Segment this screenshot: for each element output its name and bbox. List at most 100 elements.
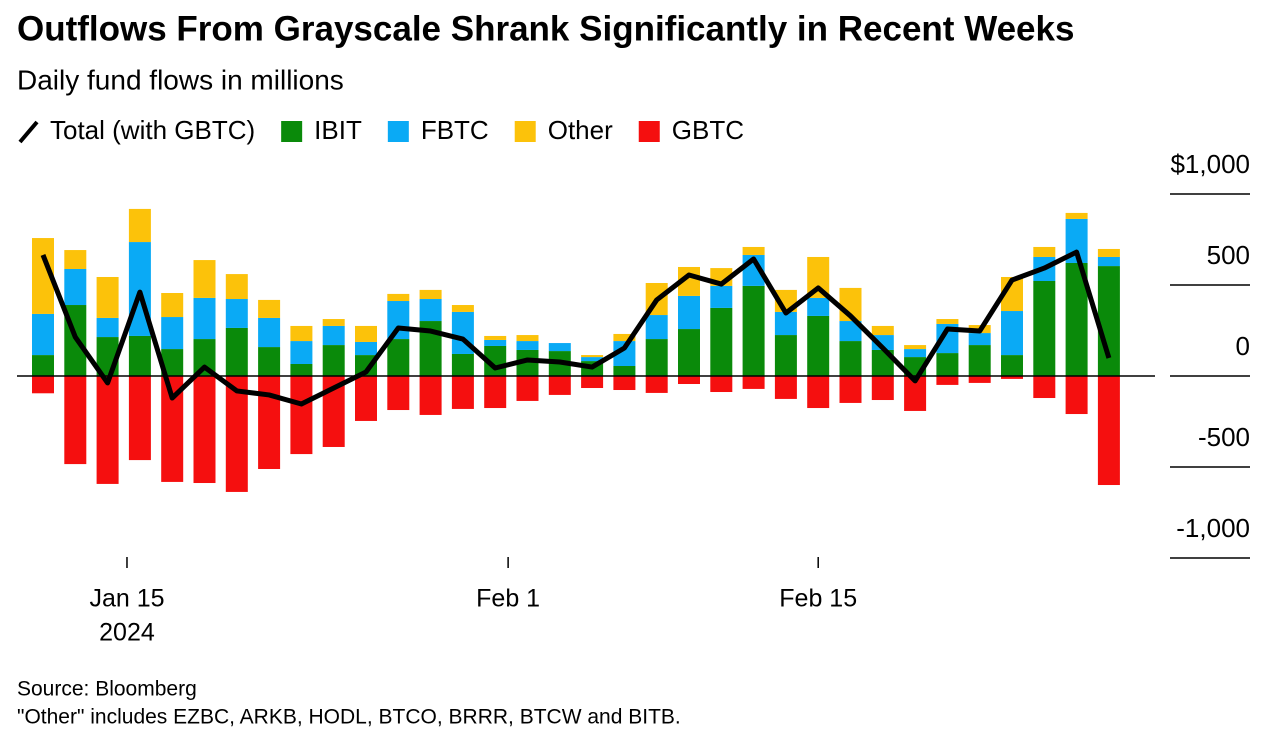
- bar-segment: [322, 325, 345, 346]
- bar-segment: [64, 376, 87, 465]
- bar-segment: [1097, 376, 1120, 486]
- bar-segment: [516, 376, 539, 401]
- bar-segment: [516, 341, 539, 350]
- bar-segment: [290, 363, 313, 376]
- bar-segment: [548, 343, 571, 352]
- bar-segment: [387, 376, 410, 411]
- bar-segment: [516, 349, 539, 376]
- bar-segment: [451, 376, 474, 409]
- bar-segment: [32, 238, 54, 314]
- bar-segment: [419, 289, 442, 300]
- bar-segment: [904, 376, 927, 411]
- bar-segment: [1033, 246, 1056, 257]
- bar-segment: [484, 335, 507, 340]
- bar-segment: [161, 317, 184, 350]
- y-tick-label: $1,000: [1170, 149, 1250, 179]
- legend-swatch: [18, 120, 39, 144]
- x-tick-label: Feb 15: [779, 585, 857, 613]
- bar-segment: [484, 339, 507, 346]
- bar-segment: [387, 293, 410, 302]
- bar-segment: [1001, 311, 1023, 356]
- bar-segment: [258, 317, 281, 348]
- bar-segment: [290, 341, 313, 364]
- y-tick-label: -500: [1198, 422, 1250, 452]
- bar-segment: [193, 297, 216, 340]
- bar-segment: [225, 274, 248, 300]
- bar-segment: [322, 319, 345, 326]
- bar-segment: [774, 311, 797, 336]
- bar-segment: [968, 376, 991, 383]
- chart-title: Outflows From Grayscale Shrank Significa…: [17, 9, 1074, 48]
- bar-segment: [871, 376, 894, 401]
- bar-segment: [1065, 262, 1088, 376]
- bar-segment: [904, 345, 927, 350]
- bar-segment: [581, 376, 604, 389]
- legend-label: IBIT: [314, 115, 362, 145]
- legend-swatch: [387, 121, 409, 142]
- bar-segment: [581, 355, 604, 358]
- legend-label: Other: [548, 115, 613, 145]
- bar-segment: [710, 376, 733, 393]
- bar-segment: [355, 376, 377, 421]
- bar-segment: [742, 246, 765, 255]
- bar-segment: [871, 325, 894, 336]
- bar-segment: [645, 376, 668, 393]
- bar-segment: [225, 299, 248, 328]
- bar-segment: [355, 341, 377, 356]
- note: "Other" includes EZBC, ARKB, HODL, BTCO,…: [17, 706, 681, 729]
- bar-segment: [807, 376, 830, 409]
- y-tick-label: -1,000: [1176, 513, 1250, 543]
- bar-segment: [419, 299, 442, 322]
- bar-segment: [225, 327, 248, 376]
- bar-segment: [936, 319, 959, 324]
- bar-segment: [161, 349, 184, 376]
- source: Source: Bloomberg: [17, 678, 197, 701]
- bar-segment: [1033, 376, 1056, 399]
- bar-segment: [1097, 256, 1120, 267]
- bar-segment: [613, 333, 636, 342]
- bar-segment: [484, 376, 507, 409]
- bar-segment: [613, 365, 636, 376]
- bar-segment: [710, 307, 733, 376]
- bar-segment: [936, 376, 959, 385]
- bar-segment: [96, 376, 119, 484]
- bar-segment: [161, 376, 184, 482]
- bar-segment: [936, 353, 959, 376]
- bar-segment: [968, 345, 991, 376]
- legend-label: Total (with GBTC): [50, 115, 255, 145]
- bar-segment: [1001, 376, 1023, 379]
- legend-label: FBTC: [421, 115, 489, 145]
- bar-segment: [839, 341, 862, 376]
- bar-segment: [290, 376, 313, 455]
- bar-segment: [678, 376, 700, 385]
- bar-segment: [225, 376, 248, 492]
- bar-segment: [839, 321, 862, 342]
- bar-segment: [968, 333, 991, 346]
- bar-segment: [128, 335, 151, 376]
- bar-segment: [96, 317, 119, 338]
- bar-segment: [128, 208, 151, 243]
- y-tick-label: 500: [1207, 240, 1250, 270]
- bar-segment: [1001, 355, 1023, 376]
- bar-segment: [807, 256, 830, 298]
- bar-segment: [774, 376, 797, 399]
- bar-segment: [678, 295, 700, 330]
- bar-segment: [678, 329, 700, 376]
- bar-segment: [645, 315, 668, 340]
- bar-segment: [193, 260, 216, 298]
- bar-segment: [419, 376, 442, 415]
- bar-segment: [387, 339, 410, 376]
- bar-segment: [258, 299, 281, 318]
- bar-segment: [1065, 218, 1088, 263]
- bar-segment: [904, 349, 927, 358]
- bar-segment: [1097, 248, 1120, 257]
- bar-segment: [451, 305, 474, 312]
- bar-segment: [1097, 266, 1120, 376]
- x-tick-label: Feb 1: [476, 585, 540, 613]
- legend-swatch: [514, 121, 536, 142]
- bar-segment: [32, 355, 54, 376]
- bar-segment: [516, 335, 539, 342]
- legend-label: GBTC: [672, 115, 744, 145]
- bar-segment: [1065, 212, 1088, 219]
